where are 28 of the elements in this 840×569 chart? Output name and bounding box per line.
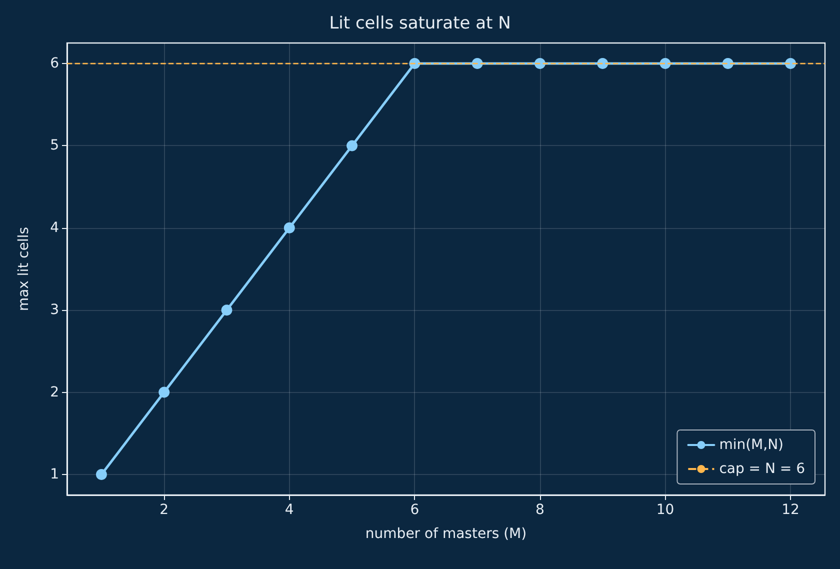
- x-tick-label: 12: [782, 502, 800, 518]
- point: [158, 386, 170, 398]
- x-axis-title: number of masters (M): [365, 526, 527, 542]
- x-tick-label: 8: [536, 502, 544, 518]
- point: [722, 58, 734, 70]
- y-axis-title: max lit cells: [16, 226, 32, 312]
- point: [346, 140, 358, 152]
- y-tick-label: 2: [50, 384, 59, 400]
- x-tick-label: 4: [284, 502, 294, 518]
- point: [785, 58, 796, 70]
- y-tick-label: 1: [50, 466, 59, 482]
- point: [284, 222, 295, 234]
- point: [472, 58, 483, 70]
- y-tick-label: 5: [50, 138, 59, 154]
- point: [409, 58, 420, 70]
- x-tick-label: 6: [410, 502, 420, 518]
- x-tick-label: 2: [160, 502, 169, 518]
- point: [597, 58, 608, 70]
- chart-title: Lit cells saturate at N: [329, 14, 511, 34]
- legend-label: cap = N = 6: [719, 461, 806, 477]
- y-tick-label: 6: [50, 56, 60, 72]
- point: [221, 304, 232, 316]
- point: [534, 58, 546, 70]
- legend-label: min(M,N): [719, 437, 784, 453]
- y-tick-label: 3: [50, 302, 59, 318]
- y-tick-label: 4: [50, 220, 60, 236]
- point: [96, 468, 107, 480]
- x-tick-label: 10: [656, 502, 674, 518]
